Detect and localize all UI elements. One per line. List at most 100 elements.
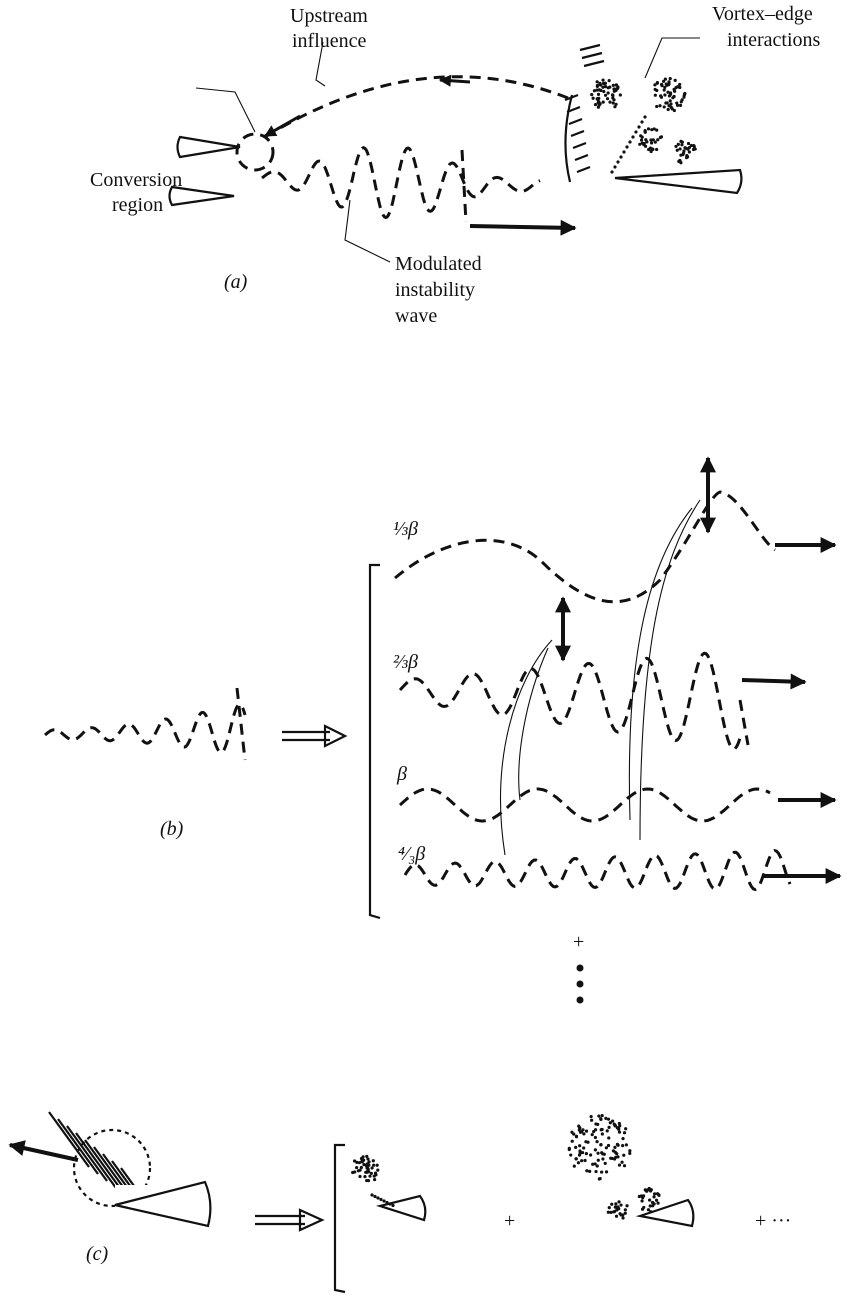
particle bbox=[683, 91, 687, 96]
particle bbox=[596, 1158, 600, 1162]
particle bbox=[607, 1125, 611, 1129]
particle bbox=[368, 1174, 372, 1178]
particle bbox=[667, 80, 671, 84]
particle bbox=[662, 105, 666, 109]
particle bbox=[643, 144, 648, 148]
label: region bbox=[112, 194, 163, 216]
particle bbox=[682, 95, 686, 99]
particle bbox=[670, 107, 674, 111]
particle bbox=[650, 147, 654, 151]
hatch bbox=[576, 165, 591, 174]
mode-wave bbox=[394, 490, 776, 604]
label: Conversion bbox=[90, 169, 182, 191]
hollow-arrow-head bbox=[323, 724, 348, 748]
particle bbox=[618, 93, 622, 97]
particle bbox=[607, 1206, 611, 1210]
particle bbox=[678, 85, 682, 90]
particle bbox=[625, 145, 629, 149]
particle bbox=[612, 1122, 616, 1126]
particle bbox=[606, 1143, 611, 1148]
particle bbox=[577, 1153, 582, 1157]
particle bbox=[605, 97, 610, 101]
particle bbox=[650, 141, 654, 145]
arrow bbox=[8, 1140, 79, 1162]
particle bbox=[365, 1154, 369, 1158]
hollow-arrow bbox=[282, 730, 330, 742]
particle bbox=[611, 83, 615, 87]
hollow-arrow bbox=[255, 1214, 305, 1226]
particle bbox=[655, 81, 659, 85]
particle bbox=[660, 84, 664, 88]
particle bbox=[639, 134, 643, 138]
label: Modulated bbox=[395, 253, 482, 275]
particle bbox=[612, 89, 616, 93]
particle bbox=[592, 89, 597, 93]
particle bbox=[645, 140, 649, 144]
particle bbox=[580, 1150, 585, 1155]
leader bbox=[315, 41, 326, 87]
particle bbox=[366, 1179, 371, 1183]
particle bbox=[614, 1205, 618, 1209]
particle bbox=[593, 1135, 598, 1140]
particle bbox=[591, 1162, 595, 1166]
particle bbox=[595, 80, 599, 84]
particle bbox=[591, 96, 595, 100]
vortex bbox=[72, 1128, 152, 1208]
particle bbox=[623, 1211, 627, 1215]
particle bbox=[666, 83, 671, 87]
particle bbox=[602, 82, 606, 86]
edge bbox=[176, 135, 241, 159]
particle bbox=[361, 1155, 365, 1159]
particle bbox=[682, 149, 686, 153]
label: Vortex–edge bbox=[712, 3, 813, 25]
particle bbox=[355, 1160, 359, 1164]
particle bbox=[376, 1196, 380, 1200]
particle bbox=[607, 1136, 611, 1140]
particle bbox=[610, 170, 614, 174]
particle bbox=[365, 1166, 369, 1170]
label: wave bbox=[395, 305, 437, 327]
particle bbox=[671, 96, 675, 100]
particle bbox=[640, 1207, 645, 1211]
particle bbox=[639, 138, 644, 142]
particle bbox=[623, 1208, 627, 1212]
particle bbox=[600, 1132, 604, 1136]
particle bbox=[654, 1198, 659, 1202]
particle bbox=[595, 1164, 599, 1168]
particle bbox=[584, 1152, 588, 1156]
hollow-arrow-head bbox=[298, 1208, 325, 1232]
operator: + ··· bbox=[755, 1210, 791, 1232]
particle bbox=[580, 1159, 584, 1163]
particle bbox=[608, 100, 612, 104]
label: Upstream bbox=[290, 5, 368, 27]
panel-label: (b) bbox=[160, 818, 184, 840]
particle bbox=[622, 1153, 626, 1157]
particle bbox=[619, 155, 623, 159]
particle bbox=[622, 1164, 627, 1168]
particle bbox=[643, 130, 647, 134]
instability-wave bbox=[261, 146, 541, 220]
particle bbox=[599, 1117, 603, 1121]
hatch bbox=[75, 1132, 117, 1189]
particle bbox=[645, 1189, 649, 1193]
particle bbox=[376, 1168, 380, 1172]
particle bbox=[615, 1126, 619, 1130]
particle bbox=[617, 1207, 621, 1211]
particle bbox=[615, 1152, 619, 1156]
panel-label: (a) bbox=[224, 271, 248, 293]
particle bbox=[616, 160, 620, 164]
particle bbox=[366, 1157, 370, 1161]
particle bbox=[601, 1157, 605, 1161]
particle bbox=[617, 1121, 621, 1126]
particle bbox=[662, 79, 666, 83]
hatch bbox=[48, 1111, 90, 1168]
particle bbox=[652, 1195, 656, 1199]
particle bbox=[373, 1178, 377, 1182]
particle bbox=[593, 102, 598, 107]
particle bbox=[691, 147, 696, 152]
particle bbox=[651, 138, 655, 142]
particle bbox=[590, 1118, 594, 1122]
particle bbox=[360, 1160, 364, 1164]
particle bbox=[653, 140, 657, 144]
arrow bbox=[438, 74, 471, 87]
